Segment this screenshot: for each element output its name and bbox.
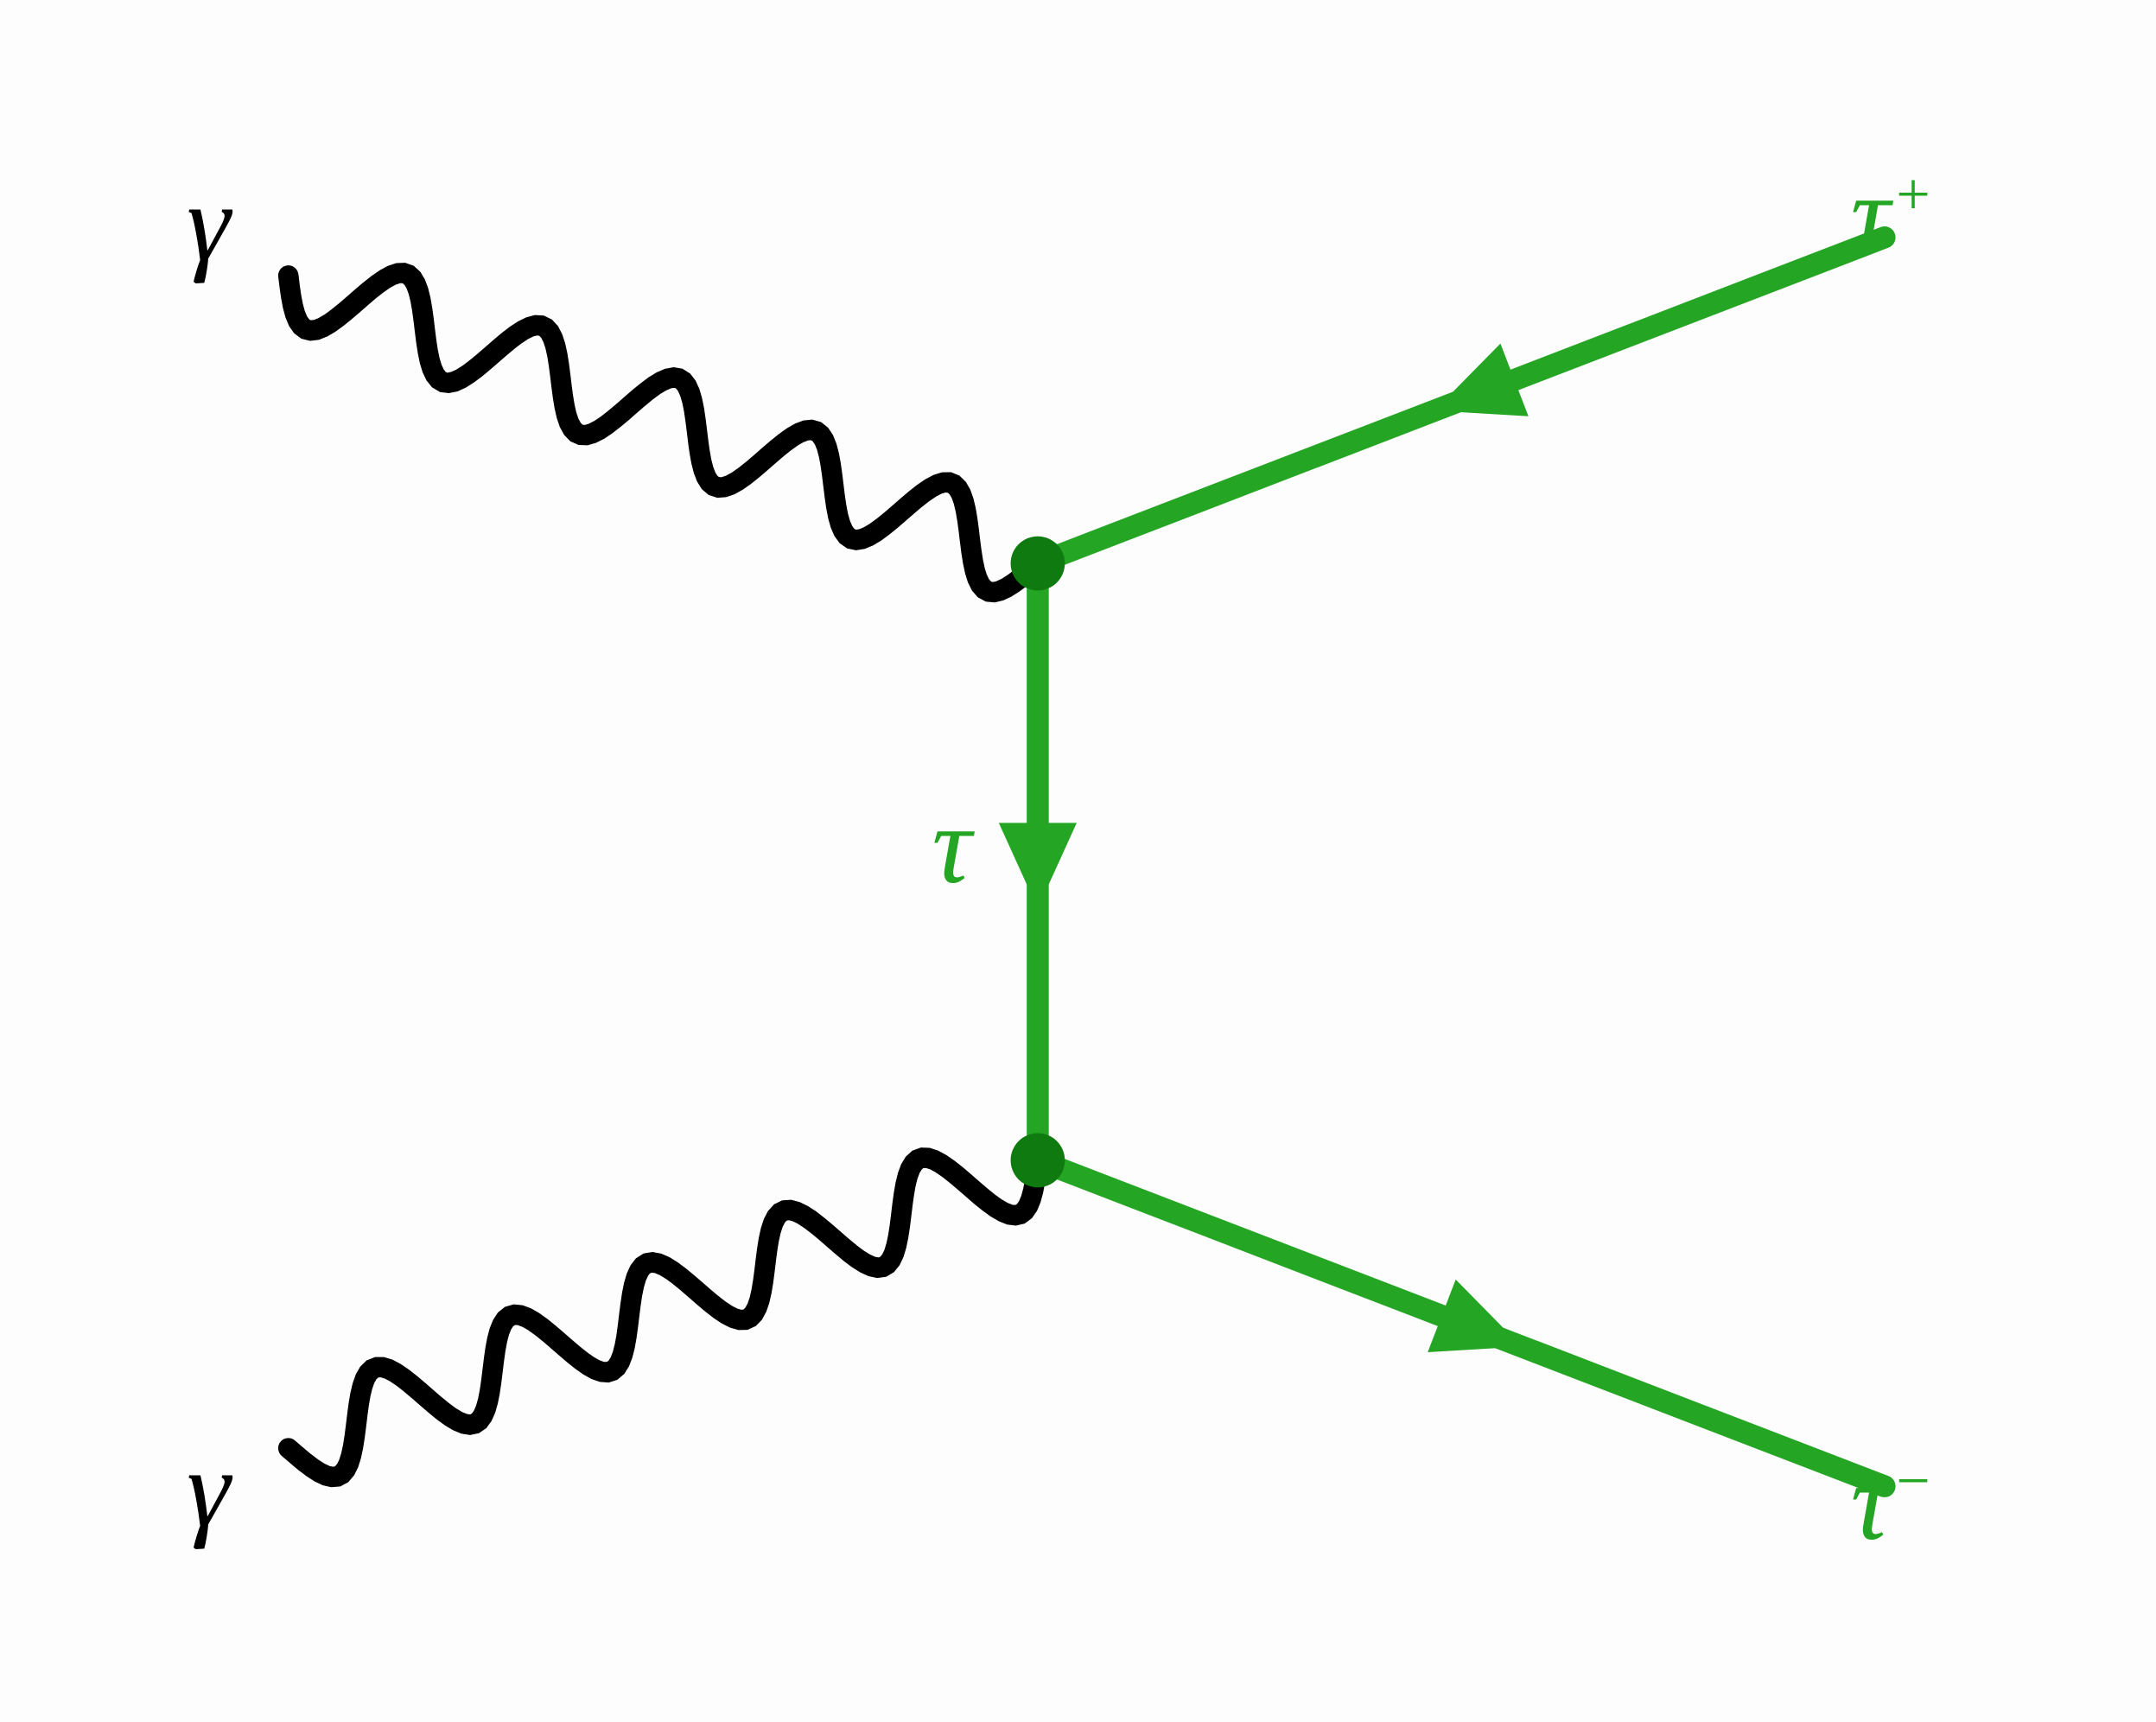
label-text: γ — [187, 1427, 230, 1550]
label-gamma-bot: γ — [187, 1434, 230, 1544]
diagram-svg — [22, 17, 2134, 1705]
vertex-1 — [1011, 537, 1065, 591]
label-tau-plus: τ+ — [1851, 160, 1930, 270]
photon-line-top — [289, 273, 1038, 592]
fermion-line-tau-minus-arrow — [1428, 1280, 1522, 1352]
fermion-line-propagator-arrow — [999, 823, 1077, 908]
label-text: τ — [1851, 1440, 1891, 1563]
fermion-line-tau-plus-arrow — [1434, 344, 1529, 416]
label-text: τ — [932, 784, 971, 906]
label-text: γ — [187, 162, 230, 284]
label-sup: − — [1896, 1448, 1930, 1515]
label-gamma-top: γ — [187, 168, 230, 278]
label-sup: + — [1896, 162, 1930, 228]
photon-line-bottom — [289, 1158, 1038, 1477]
feynman-diagram: γ γ τ τ+ τ− — [22, 17, 2134, 1705]
label-tau-prop: τ — [932, 791, 971, 900]
label-text: τ — [1851, 153, 1891, 276]
label-tau-minus: τ− — [1851, 1447, 1930, 1557]
vertex-2 — [1011, 1134, 1065, 1188]
